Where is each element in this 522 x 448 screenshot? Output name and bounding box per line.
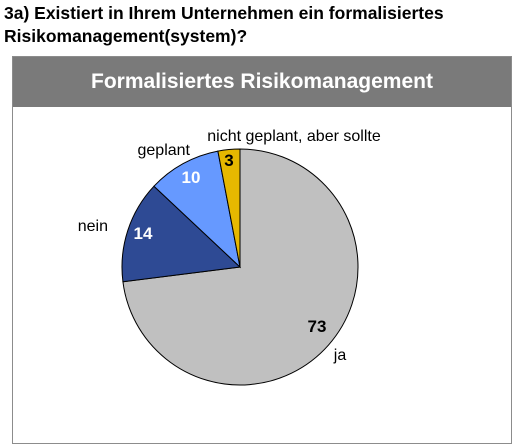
data-label-nein: 14 [134,224,153,243]
category-label-nicht-geplant-aber-sollte: nicht geplant, aber sollte [207,128,381,145]
chart-title: Formalisiertes Risikomanagement [13,57,511,107]
pie-slice-nein [121,185,242,283]
question-line-1: 3a) Existiert in Ihrem Unternehmen ein f… [4,3,444,23]
category-label-nein: nein [78,218,108,235]
pie-slice-nicht-geplant-aber-sollte [217,148,241,268]
question-text: 3a) Existiert in Ihrem Unternehmen ein f… [4,2,514,48]
data-label-ja: 73 [308,317,327,336]
pie-slice-geplant [153,150,241,269]
category-label-ja: ja [333,347,347,364]
question-line-2: Risikomanagement(system)? [4,26,248,46]
data-label-nicht-geplant-aber-sollte: 3 [224,151,233,170]
category-label-geplant: geplant [138,142,191,159]
data-label-geplant: 10 [182,168,201,187]
